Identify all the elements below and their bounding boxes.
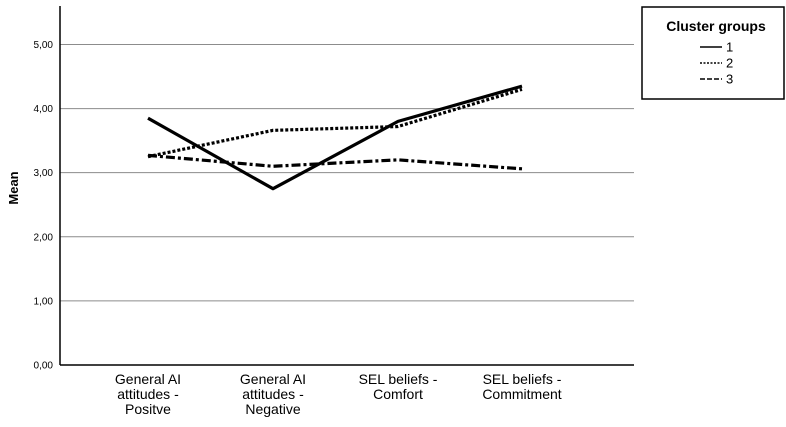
y-axis-title: Mean — [6, 171, 21, 204]
x-category-label-line: Commitment — [482, 386, 561, 402]
legend-label-2: 2 — [726, 56, 733, 71]
x-category-label-line: Negative — [245, 401, 300, 417]
x-category-label-line: Comfort — [373, 386, 423, 402]
y-tick-label: 5,00 — [34, 40, 54, 51]
series-line-3 — [147, 153, 523, 171]
series-layer — [147, 84, 523, 191]
x-category-label: SEL beliefs -Commitment — [482, 371, 561, 402]
legend: Cluster groups 123 — [641, 6, 785, 100]
y-tick-label: 2,00 — [34, 232, 54, 243]
x-category-label-line: Positve — [125, 401, 171, 417]
axis-layer — [59, 6, 634, 366]
x-category-label-line: SEL beliefs - — [483, 371, 562, 387]
grid-layer — [60, 43, 634, 302]
legend-title: Cluster groups — [666, 18, 766, 34]
series-line-1 — [147, 84, 523, 191]
legend-label-3: 3 — [726, 72, 733, 87]
y-tick-label: 1,00 — [34, 296, 54, 307]
y-tick-label: 3,00 — [34, 168, 54, 179]
y-tick-labels: 0,00 1,00 2,00 3,00 4,00 5,00 — [34, 40, 54, 372]
legend-items: 123 — [700, 40, 733, 87]
x-category-label: General AI attitudes -Negative — [240, 371, 306, 417]
x-category-label-line: attitudes - — [117, 386, 179, 402]
x-category-label-line: General AI — [115, 371, 181, 387]
legend-box — [641, 6, 785, 100]
legend-label-1: 1 — [726, 40, 733, 55]
y-tick-label: 4,00 — [34, 104, 54, 115]
series-line-2 — [147, 87, 523, 159]
x-category-label-line: SEL beliefs - — [359, 371, 438, 387]
y-tick-label: 0,00 — [34, 361, 54, 372]
x-category-label-line: General AI — [240, 371, 306, 387]
x-category-label-line: attitudes - — [242, 386, 304, 402]
x-category-label: SEL beliefs -Comfort — [359, 371, 438, 402]
x-category-label: General AI attitudes -Positve — [115, 371, 181, 417]
